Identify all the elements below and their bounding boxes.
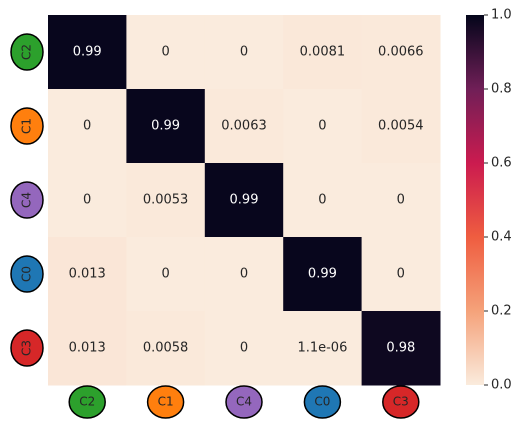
row-label-badge	[10, 255, 44, 293]
cell-label: 0	[83, 119, 91, 134]
cell-label: 0.99	[73, 45, 102, 60]
column-label-badge	[303, 385, 342, 419]
heatmap-cell	[48, 237, 127, 312]
cell-label: 0.0058	[143, 341, 189, 356]
heatmap-cell	[361, 237, 441, 312]
heatmap-cell	[283, 237, 363, 312]
y-tick-label: C0	[20, 266, 34, 282]
colorbar-tick-label: 0.8	[491, 82, 512, 97]
row-label-badge	[10, 33, 44, 71]
colorbar-tick-label: 0.6	[491, 156, 512, 171]
row-label-badge	[10, 107, 44, 145]
heatmap-cell	[204, 311, 284, 386]
row-label-badge	[10, 181, 44, 219]
heatmap-cell	[283, 89, 363, 164]
heatmap-cell	[283, 15, 363, 90]
column-label-badge	[146, 385, 185, 419]
heatmap-cell	[126, 311, 206, 386]
heatmap-cell	[283, 311, 363, 386]
column-label-badge	[225, 385, 263, 419]
heatmap-cell	[361, 163, 441, 238]
cell-label: 0.013	[69, 267, 106, 282]
y-tick-label: C3	[20, 340, 34, 356]
cell-label: 0.99	[308, 267, 337, 282]
cell-label: 0.98	[386, 341, 415, 356]
heatmap-cell	[48, 15, 127, 90]
heatmap-cell	[126, 163, 206, 238]
colorbar-tick-label: 0.0	[491, 378, 512, 393]
y-tick-label: C4	[20, 192, 34, 208]
cell-label: 0.0081	[300, 45, 346, 60]
cell-label: 0	[83, 193, 91, 208]
x-tick-label: C0	[314, 395, 330, 409]
x-tick-label: C1	[158, 395, 174, 409]
y-tick-label: C2	[20, 44, 34, 60]
y-tick-label: C1	[20, 118, 34, 134]
cell-label: 0	[397, 267, 405, 282]
cell-label: 0	[240, 45, 248, 60]
cell-label: 0.013	[69, 341, 106, 356]
cell-label: 0.0053	[143, 193, 189, 208]
cell-label: 0.0066	[378, 45, 424, 60]
cell-label: 0.0063	[221, 119, 267, 134]
heatmap-cell	[48, 163, 127, 238]
cell-label: 0.99	[230, 193, 259, 208]
colorbar-tick-label: 0.4	[491, 230, 512, 245]
heatmap-cell	[126, 15, 206, 90]
heatmap-cell	[126, 89, 206, 164]
cell-label: 0	[240, 267, 248, 282]
heatmap-cell	[204, 15, 284, 90]
cell-label: 0	[397, 193, 405, 208]
heatmap-cell	[283, 163, 363, 238]
cell-label: 0	[161, 45, 169, 60]
x-tick-label: C4	[236, 395, 252, 409]
heatmap-cell	[48, 311, 127, 386]
heatmap-cell	[361, 311, 441, 386]
cell-label: 0.0054	[378, 119, 424, 134]
cell-label: 1.1e-06	[297, 341, 347, 356]
heatmap-cell	[48, 89, 127, 164]
colorbar-tick-label: 0.2	[491, 304, 512, 319]
cell-label: 0	[318, 119, 326, 134]
heatmap-cell	[361, 15, 441, 90]
x-tick-label: C3	[393, 395, 409, 409]
heatmap-cell	[126, 237, 206, 312]
colorbar-tick-label: 1.0	[491, 8, 512, 23]
row-label-badge	[10, 329, 44, 367]
column-label-badge	[68, 385, 106, 419]
x-tick-label: C2	[79, 395, 95, 409]
heatmap-cell	[361, 89, 441, 164]
heatmap-cell	[204, 163, 284, 238]
heatmap-cell	[204, 237, 284, 312]
heatmap-cell	[204, 89, 284, 164]
cell-label: 0	[161, 267, 169, 282]
column-label-badge	[382, 385, 420, 419]
cell-label: 0.99	[151, 119, 180, 134]
cell-label: 0	[240, 341, 248, 356]
colorbar	[466, 15, 484, 385]
cell-label: 0	[318, 193, 326, 208]
